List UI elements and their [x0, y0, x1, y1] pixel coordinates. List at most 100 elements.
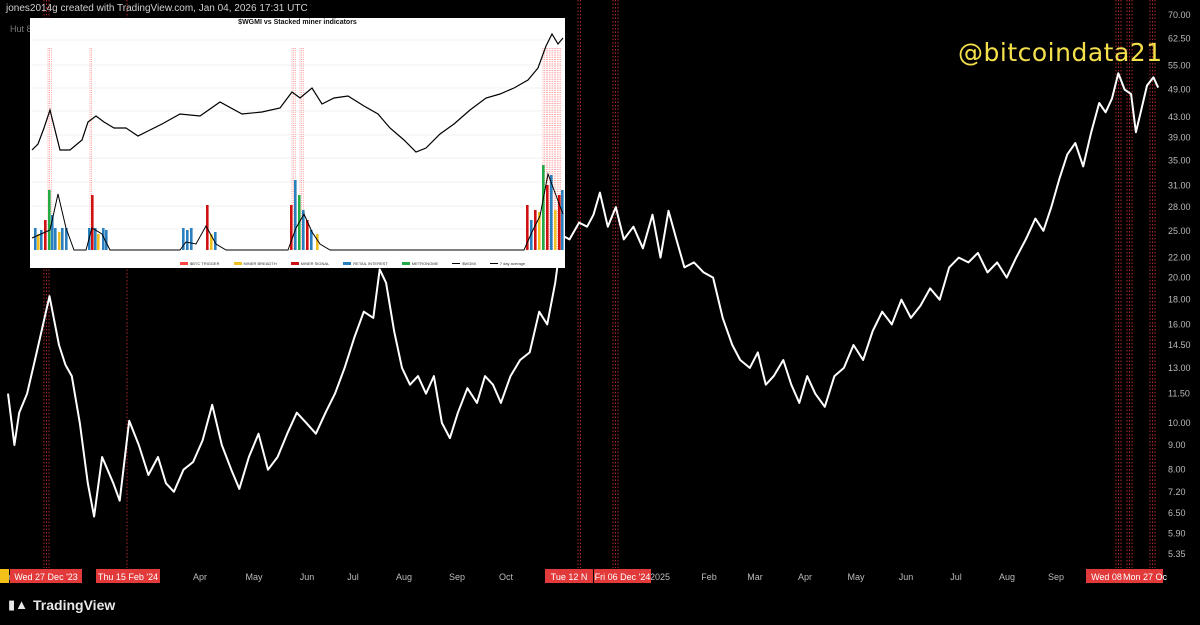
- tradingview-logo[interactable]: ▮▲ TradingView: [8, 597, 115, 613]
- legend-item: $BTC TRIGGER: [180, 261, 220, 266]
- inset-indicator-bar: [550, 175, 553, 250]
- legend-swatch-icon: [401, 262, 410, 265]
- y-tick-label: 14.50: [1168, 340, 1191, 350]
- y-tick-label: 62.50: [1168, 34, 1191, 44]
- x-month-label: Jun: [899, 572, 914, 582]
- tradingview-logo-icon: ▮▲: [8, 597, 29, 612]
- inset-indicator-bar: [37, 234, 40, 250]
- x-month-label: May: [245, 572, 263, 582]
- x-month-label: Feb: [701, 572, 717, 582]
- x-month-label: Jul: [347, 572, 359, 582]
- legend-swatch-icon: [180, 262, 188, 265]
- highlighted-date-label: Wed 27 Dec '23: [14, 572, 78, 582]
- inset-indicator-bar: [538, 212, 541, 250]
- inset-indicator-bar: [54, 228, 57, 250]
- legend-swatch-icon: [452, 263, 461, 264]
- inset-indicator-bar: [554, 210, 557, 250]
- inset-svg: [31, 32, 564, 251]
- inset-indicator-bar: [48, 190, 51, 250]
- legend-label: RETAIL INTEREST: [353, 261, 388, 266]
- inset-indicator-bar: [34, 228, 37, 250]
- y-tick-label: 49.00: [1168, 85, 1191, 95]
- inset-indicator-bar: [190, 228, 193, 250]
- left-edge-date-box: [0, 569, 9, 583]
- x-month-label: Oct: [499, 572, 514, 582]
- x-month-label: Mar: [747, 572, 763, 582]
- inset-indicator-bar: [542, 165, 545, 250]
- inset-indicator-bar: [40, 230, 43, 250]
- inset-indicator-bar: [310, 230, 313, 250]
- y-tick-label: 9.00: [1168, 440, 1186, 450]
- watermark-handle: @bitcoindata21: [958, 38, 1163, 67]
- y-tick-label: 5.35: [1168, 549, 1186, 559]
- inset-indicator-bar: [105, 230, 108, 250]
- y-tick-label: 55.00: [1168, 61, 1191, 71]
- inset-indicator-bar: [306, 220, 309, 250]
- legend-item: MINER SIGNAL: [290, 261, 329, 266]
- legend-item: METRONOME: [401, 261, 439, 266]
- inset-title: $WGMI vs Stacked miner indicators: [238, 19, 357, 26]
- inset-indicator-bar: [534, 210, 537, 250]
- inset-average-line: [31, 172, 564, 251]
- x-month-label: Sep: [449, 572, 465, 582]
- y-tick-label: 8.00: [1168, 465, 1186, 475]
- x-month-label: Jun: [300, 572, 315, 582]
- inset-indicator-bar: [61, 228, 64, 250]
- inset-legend: $BTC TRIGGER MINER BREADTH MINER SIGNAL …: [180, 261, 525, 266]
- inset-indicator-bar: [186, 230, 189, 250]
- highlighted-date-label: Wed 08: [1091, 572, 1122, 582]
- inset-indicator-bar: [294, 180, 297, 250]
- inset-indicator-bar: [65, 228, 68, 250]
- inset-indicator-bar: [290, 205, 293, 250]
- legend-item: RETAIL INTEREST: [343, 261, 388, 266]
- legend-label: $BTC TRIGGER: [190, 261, 220, 266]
- legend-swatch-icon: [233, 262, 242, 265]
- y-tick-label: 10.00: [1168, 418, 1191, 428]
- inset-indicator-bar: [94, 228, 97, 250]
- inset-indicator-bar: [210, 234, 213, 250]
- inset-indicator-bar: [182, 228, 185, 250]
- x-month-label: Jul: [950, 572, 962, 582]
- legend-swatch-icon: [489, 263, 498, 264]
- created-by-text: jones2014g created with TradingView.com,…: [6, 3, 308, 14]
- footer-bar: [0, 590, 1200, 625]
- y-tick-label: 70.00: [1168, 10, 1191, 20]
- highlighted-date-box: [1086, 569, 1127, 583]
- x-month-label: Sep: [1048, 572, 1064, 582]
- tradingview-brand-text: TradingView: [33, 597, 116, 613]
- x-month-label: Apr: [798, 572, 812, 582]
- y-tick-label: 5.90: [1168, 529, 1186, 539]
- legend-label: 7 day average: [499, 261, 526, 266]
- y-tick-label: 20.00: [1168, 273, 1191, 283]
- inset-indicator-bar: [44, 220, 47, 250]
- highlighted-date-box: [545, 569, 593, 583]
- x-month-label: 2025: [650, 572, 670, 582]
- inset-indicator-bar: [316, 234, 319, 250]
- inset-indicator-bar: [91, 195, 94, 250]
- inset-indicator-bar: [530, 220, 533, 250]
- inset-indicator-bar: [102, 228, 105, 250]
- inset-wgmi-line: [31, 32, 564, 153]
- legend-item: 7 day average: [489, 261, 526, 266]
- highlighted-date-label: Thu 15 Feb '24: [98, 572, 158, 582]
- highlighted-date-label: Tue 12 N: [551, 572, 588, 582]
- x-month-label: Aug: [396, 572, 412, 582]
- highlighted-date-box: [594, 569, 651, 583]
- legend-item: $WGMI: [452, 261, 476, 266]
- highlighted-date-box: [10, 569, 82, 583]
- inset-indicator-bar: [214, 232, 217, 250]
- y-tick-label: 22.00: [1168, 253, 1191, 263]
- price-series-line: [7, 72, 1160, 518]
- y-tick-label: 43.00: [1168, 112, 1191, 122]
- y-tick-label: 31.00: [1168, 181, 1191, 191]
- inset-indicator-bar: [526, 205, 529, 250]
- legend-label: MINER BREADTH: [243, 261, 277, 266]
- inset-indicator-bar: [97, 234, 100, 250]
- legend-label: METRONOME: [411, 261, 439, 266]
- highlighted-date-box: [96, 569, 160, 583]
- y-tick-label: 7.20: [1168, 487, 1186, 497]
- legend-label: $WGMI: [462, 261, 476, 266]
- x-month-label: Apr: [193, 572, 207, 582]
